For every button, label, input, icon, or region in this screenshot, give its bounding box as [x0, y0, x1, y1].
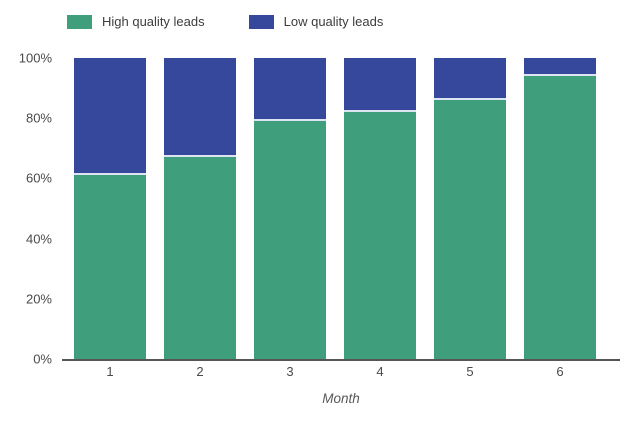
- x-tick-label-5: 5: [466, 364, 474, 379]
- segment-high-quality-month-3[interactable]: [254, 121, 326, 359]
- y-tick-label-40pct: 40%: [25, 231, 52, 247]
- segment-low-quality-month-3[interactable]: [254, 58, 326, 122]
- legend-label-high-quality: High quality leads: [102, 14, 205, 29]
- bar-month-5[interactable]: [434, 58, 506, 359]
- bar-month-3[interactable]: [254, 58, 326, 359]
- x-tick-label-6: 6: [556, 364, 564, 379]
- y-tick-label-0pct: 0%: [33, 351, 52, 367]
- x-tick-label-2: 2: [196, 364, 204, 379]
- y-tick-label-20pct: 20%: [25, 291, 52, 307]
- legend-swatch-high-quality-icon: [67, 14, 92, 29]
- x-axis-labels: 1 2 3 4 5 6: [62, 364, 625, 379]
- segment-high-quality-month-5[interactable]: [434, 100, 506, 359]
- bar-month-4[interactable]: [344, 58, 416, 359]
- segment-high-quality-month-1[interactable]: [74, 175, 146, 359]
- y-tick-label-80pct: 80%: [25, 110, 52, 126]
- x-axis-title: Month: [322, 391, 360, 406]
- y-axis: 0% 20% 40% 60% 80% 100%: [0, 51, 52, 367]
- legend-swatch-low-quality-icon: [248, 14, 274, 29]
- y-tick-label-60pct: 60%: [25, 170, 52, 186]
- segment-low-quality-month-4[interactable]: [344, 58, 416, 113]
- bar-month-6[interactable]: [524, 58, 596, 359]
- legend-label-low-quality: Low quality leads: [283, 14, 384, 29]
- x-tick-label-3: 3: [286, 364, 294, 379]
- segment-high-quality-month-2[interactable]: [164, 157, 236, 359]
- bar-month-1[interactable]: [74, 58, 146, 359]
- y-tick-label-100pct: 100%: [18, 50, 52, 66]
- segment-low-quality-month-6[interactable]: [524, 58, 596, 77]
- legend-item-high-quality: High quality leads: [67, 14, 205, 29]
- segment-high-quality-month-6[interactable]: [524, 76, 596, 359]
- legend-item-low-quality: Low quality leads: [248, 14, 384, 29]
- segment-low-quality-month-2[interactable]: [164, 58, 236, 158]
- bars: [62, 58, 620, 359]
- legend: High quality leads Low quality leads: [67, 14, 383, 29]
- x-tick-label-1: 1: [106, 364, 114, 379]
- segment-high-quality-month-4[interactable]: [344, 112, 416, 359]
- segment-low-quality-month-5[interactable]: [434, 58, 506, 101]
- bar-month-2[interactable]: [164, 58, 236, 359]
- segment-low-quality-month-1[interactable]: [74, 58, 146, 176]
- x-tick-label-4: 4: [376, 364, 384, 379]
- plot-area: 0% 20% 40% 60% 80% 100%: [19, 51, 620, 367]
